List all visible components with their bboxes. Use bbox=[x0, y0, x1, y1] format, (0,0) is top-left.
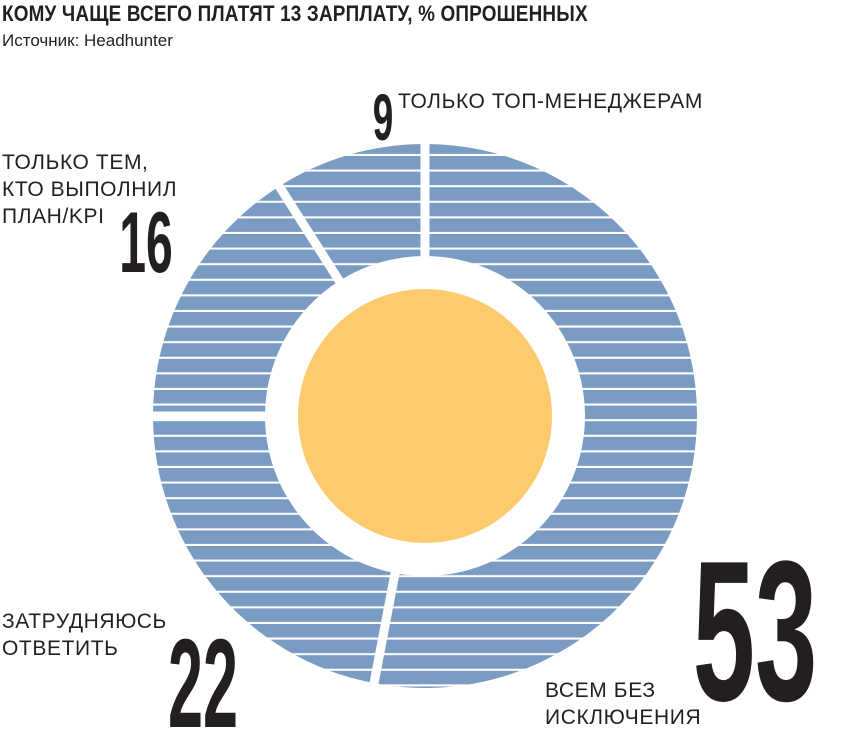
donut-slices bbox=[153, 144, 698, 688]
source-note: Источник: Headhunter bbox=[2, 31, 173, 50]
slice-separator bbox=[273, 180, 346, 287]
slice-category-label-line: КТО ВЫПОЛНИЛ bbox=[2, 178, 177, 201]
chart-title: КОМУ ЧАЩЕ ВСЕГО ПЛАТЯТ 13 ЗАРПЛАТУ, % ОП… bbox=[2, 1, 588, 26]
slice-separator bbox=[368, 568, 401, 688]
slice-category-label: ТОЛЬКО ТЕМ, КТО ВЫПОЛНИЛ ПЛАН/KPI bbox=[2, 151, 177, 228]
slice-category-label: ТОЛЬКО ТОП-МЕНЕДЖЕРАМ bbox=[398, 90, 703, 113]
slice-value-label: 53 bbox=[693, 520, 818, 732]
slice-category-label-line: ЗАТРУДНЯЮСЬ bbox=[2, 610, 167, 633]
slice-category-label-line: ТОЛЬКО ТОП-МЕНЕДЖЕРАМ bbox=[398, 90, 703, 113]
slice-separators bbox=[149, 140, 430, 688]
slice-value-label: 22 bbox=[168, 614, 238, 732]
slice-all-employees bbox=[374, 144, 698, 688]
slice-category-label-line: ПЛАН/KPI bbox=[2, 205, 105, 228]
slice-category-label-line: ТОЛЬКО ТЕМ, bbox=[2, 151, 148, 174]
center-disc bbox=[298, 289, 552, 543]
slice-category-label-line: ОТВЕТИТЬ bbox=[2, 637, 119, 660]
slice-category-label-line: ИСКЛЮЧЕНИЯ bbox=[545, 706, 701, 729]
slice-kpi-achievers bbox=[153, 186, 340, 416]
slice-category-label: ЗАТРУДНЯЮСЬ ОТВЕТИТЬ bbox=[2, 610, 167, 660]
slice-value-label: 9 bbox=[373, 82, 394, 155]
slice-value-label: 16 bbox=[119, 194, 173, 290]
slice-category-label: ВСЕМ БЕЗ ИСКЛЮЧЕНИЯ bbox=[545, 679, 701, 729]
slice-hard-to-say bbox=[153, 416, 396, 684]
slice-category-label-line: ВСЕМ БЕЗ bbox=[545, 679, 656, 702]
slice-top-managers bbox=[279, 144, 425, 281]
